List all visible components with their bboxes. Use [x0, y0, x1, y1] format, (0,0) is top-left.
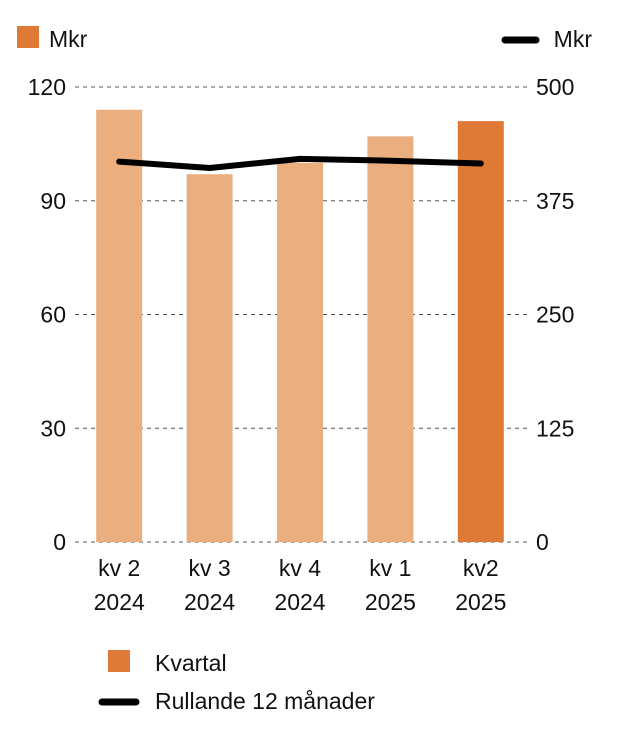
bar	[186, 174, 233, 543]
line-series	[116, 155, 484, 171]
category-label-line2: 2025	[455, 589, 506, 615]
bar	[96, 109, 143, 542]
left-unit-swatch	[17, 26, 39, 48]
left-axis-ticks: 0 30 60 90 120	[28, 74, 66, 555]
right-tick-label: 375	[536, 188, 574, 214]
right-tick-label: 500	[536, 74, 574, 100]
category-label-line2: 2024	[94, 589, 145, 615]
legend-label-kvartal: Kvartal	[155, 650, 227, 676]
left-tick-label: 60	[40, 302, 66, 328]
line-point	[478, 161, 483, 166]
legend-label-rullande: Rullande 12 månader	[155, 688, 375, 714]
left-tick-label: 0	[53, 529, 66, 555]
bar-series	[96, 109, 504, 543]
category-label-line1: kv 1	[369, 555, 411, 581]
right-tick-label: 250	[536, 302, 574, 328]
category-label-line2: 2024	[274, 589, 325, 615]
category-label-line2: 2025	[365, 589, 416, 615]
right-unit-label: Mkr	[554, 26, 593, 52]
category-label-line2: 2024	[184, 589, 235, 615]
left-tick-label: 30	[40, 415, 66, 441]
category-label-line1: kv 2	[98, 555, 140, 581]
left-tick-label: 120	[28, 74, 66, 100]
line-point	[298, 156, 302, 161]
line-point	[117, 159, 122, 164]
category-labels: kv 2 2024 kv 3 2024 kv 4 2024 kv 1 2025 kv2 2025	[94, 555, 507, 615]
left-tick-label: 90	[40, 188, 66, 214]
right-axis-ticks: 0 125 250 375 500	[536, 74, 574, 555]
line-point	[388, 158, 393, 163]
left-unit-label: Mkr	[49, 26, 88, 52]
category-label-line1: kv2	[463, 555, 499, 581]
category-label-line1: kv 3	[189, 555, 231, 581]
right-tick-label: 0	[536, 529, 549, 555]
bar	[277, 162, 323, 543]
right-tick-label: 125	[536, 415, 574, 441]
legend-swatch-kvartal	[108, 650, 130, 672]
line-point	[207, 165, 212, 170]
category-label-line1: kv 4	[279, 555, 321, 581]
bar	[367, 136, 414, 542]
bar	[457, 121, 504, 542]
